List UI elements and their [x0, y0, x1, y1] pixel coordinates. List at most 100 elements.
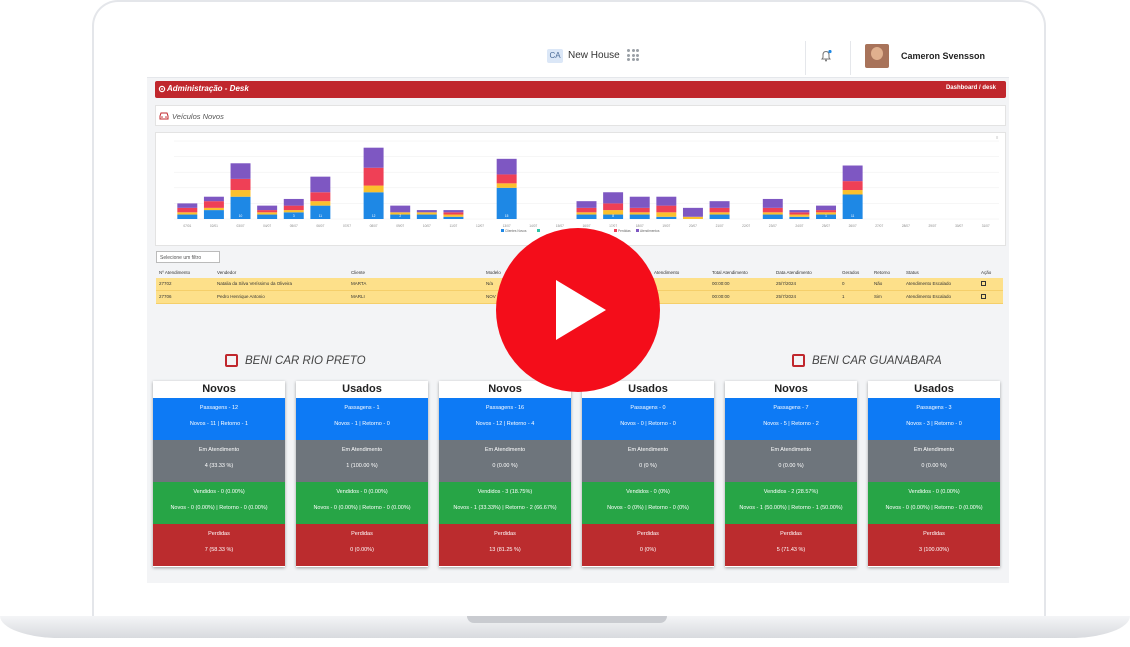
in-service-section: Em Atendimento 0 (0.00 %)	[439, 440, 571, 482]
bar-segment	[762, 207, 783, 213]
bar-segment	[576, 214, 597, 219]
data-label: 10	[239, 214, 243, 218]
bar-segment	[842, 190, 863, 195]
sold-section-value: Novos - 0 (0%) | Retorno - 0 (0%)	[607, 505, 689, 511]
panel-title: Usados	[914, 383, 954, 395]
bar-segment	[603, 192, 624, 204]
bar-segment	[762, 212, 783, 215]
bar-segment	[709, 201, 730, 208]
data-label: 11	[319, 214, 323, 218]
table-header-cell: Data Atendimento	[776, 270, 812, 275]
bar-segment	[816, 212, 836, 215]
table-cell: 25/7/2024	[776, 281, 797, 286]
legend-swatch	[537, 229, 540, 232]
x-tick-label: 07/01	[183, 224, 191, 228]
bar-segment	[443, 216, 464, 219]
legend-label[interactable]: Atendimentos	[640, 229, 660, 233]
in-service-section-value: 0 (0.00 %)	[921, 463, 947, 469]
sold-section: Vendidos - 0 (0.00%) Novos - 0 (0.00%) | …	[868, 482, 1000, 524]
avatar[interactable]	[865, 44, 889, 68]
x-tick-label: 28/07	[902, 224, 910, 228]
bell-icon[interactable]	[820, 50, 832, 62]
bar-segment	[816, 210, 836, 213]
bar-segment	[203, 210, 224, 219]
in-service-section-label: Em Atendimento	[913, 447, 955, 453]
bar-segment	[310, 201, 331, 206]
sold-section-value: Novos - 0 (0.00%) | Retorno - 0 (0.00%)	[313, 505, 411, 511]
store-name: BENI CAR GUANABARA	[812, 355, 942, 367]
edit-icon[interactable]	[981, 294, 986, 299]
apps-grid-icon[interactable]	[627, 49, 639, 61]
bar-segment	[496, 174, 517, 184]
legend-label[interactable]: Perdidas	[618, 229, 631, 233]
sold-section-value: Novos - 1 (50.00%) | Retorno - 1 (50.00%…	[739, 505, 843, 511]
legend-swatch	[614, 229, 617, 232]
bar-segment	[576, 207, 597, 213]
bar-segment	[629, 196, 650, 208]
table-cell: Atendimento Escalado	[906, 294, 952, 299]
user-name[interactable]: Cameron Svensson	[901, 51, 986, 61]
passages-section-value: Novos - 5 | Retorno - 2	[763, 421, 819, 427]
x-tick-label: 05/07	[290, 224, 298, 228]
bar-segment	[789, 214, 810, 217]
in-service-section-value: 1 (100.00 %)	[346, 463, 378, 469]
sold-section-value: Novos - 1 (33.33%) | Retorno - 2 (66.67%…	[453, 505, 557, 511]
x-tick-label: 09/07	[396, 224, 404, 228]
bar-segment	[230, 163, 251, 179]
workspace-badge[interactable]: CA	[547, 49, 563, 63]
passages-section: Passagens - 1 Novos - 1 | Retorno - 0	[296, 398, 428, 440]
in-service-section-value: 0 (0.00 %)	[492, 463, 518, 469]
laptop-base	[0, 616, 1130, 638]
passages-section-label: Passagens - 16	[485, 405, 525, 411]
chart-menu-icon[interactable]: ≡	[996, 135, 999, 140]
x-tick-label: 16/07	[583, 224, 591, 228]
video-play-button[interactable]	[496, 228, 660, 392]
table-cell: MARLI	[351, 294, 365, 299]
x-tick-label: 03/07	[237, 224, 245, 228]
bar-segment	[603, 214, 624, 219]
data-label: 3	[293, 214, 295, 218]
in-service-section-label: Em Atendimento	[341, 447, 383, 453]
x-tick-label: 21/07	[716, 224, 724, 228]
lost-section-value: 7 (58.33 %)	[204, 547, 234, 553]
sold-section-label: Vendidos - 2 (28.57%)	[763, 489, 819, 495]
store-icon	[225, 354, 238, 367]
stats-panel: Novos Passagens - 7 Novos - 5 | Retorno - …	[725, 381, 857, 567]
bar-segment	[363, 192, 384, 219]
lost-section: Perdidas 0 (0.00%)	[296, 524, 428, 566]
in-service-section-label: Em Atendimento	[198, 447, 240, 453]
table-cell: MARTA	[351, 281, 367, 286]
legend-label[interactable]: Clientes Novos	[505, 229, 527, 233]
sold-section-label: Vendidos - 0 (0%)	[626, 489, 670, 495]
sold-section: Vendidos - 3 (18.75%) Novos - 1 (33.33%) …	[439, 482, 571, 524]
laptop-notch	[467, 616, 667, 623]
table-cell: Natalia da Silva Veríssimo da Oliveira	[217, 281, 293, 286]
lost-section-label: Perdidas	[208, 531, 230, 537]
table-header-cell: Nº Atendimento	[159, 270, 191, 275]
bar-segment	[257, 210, 278, 213]
lost-section: Perdidas 13 (81.25 %)	[439, 524, 571, 566]
passages-section: Passagens - 3 Novos - 3 | Retorno - 0	[868, 398, 1000, 440]
workspace-name[interactable]: New House	[568, 50, 620, 61]
lost-section-label: Perdidas	[494, 531, 516, 537]
edit-icon[interactable]	[981, 281, 986, 286]
filter-select[interactable]: Selecione um filtro	[156, 251, 220, 263]
lost-section-value: 13 (81.25 %)	[489, 547, 521, 553]
table-cell: 0	[842, 281, 845, 286]
x-tick-label: 17/07	[609, 224, 617, 228]
table-cell: NOV	[486, 294, 496, 299]
bar-segment	[842, 194, 863, 219]
bar-segment	[283, 212, 304, 219]
bar-segment	[576, 201, 597, 208]
bar-segment	[230, 190, 251, 197]
stats-panel: Usados Passagens - 0 Novos - 0 | Retorno -…	[582, 381, 714, 567]
data-label: 1	[825, 214, 827, 218]
bar-segment	[709, 212, 730, 215]
bar-segment	[416, 212, 437, 215]
breadcrumb-root[interactable]: Dashboard /	[945, 85, 981, 91]
x-tick-label: 22/07	[742, 224, 750, 228]
lost-section-label: Perdidas	[780, 531, 802, 537]
x-tick-label: 26/07	[849, 224, 857, 228]
stats-panel: Novos Passagens - 12 Novos - 11 | Retorno …	[153, 381, 285, 567]
sold-section: Vendidos - 0 (0.00%) Novos - 0 (0.00%) | …	[296, 482, 428, 524]
